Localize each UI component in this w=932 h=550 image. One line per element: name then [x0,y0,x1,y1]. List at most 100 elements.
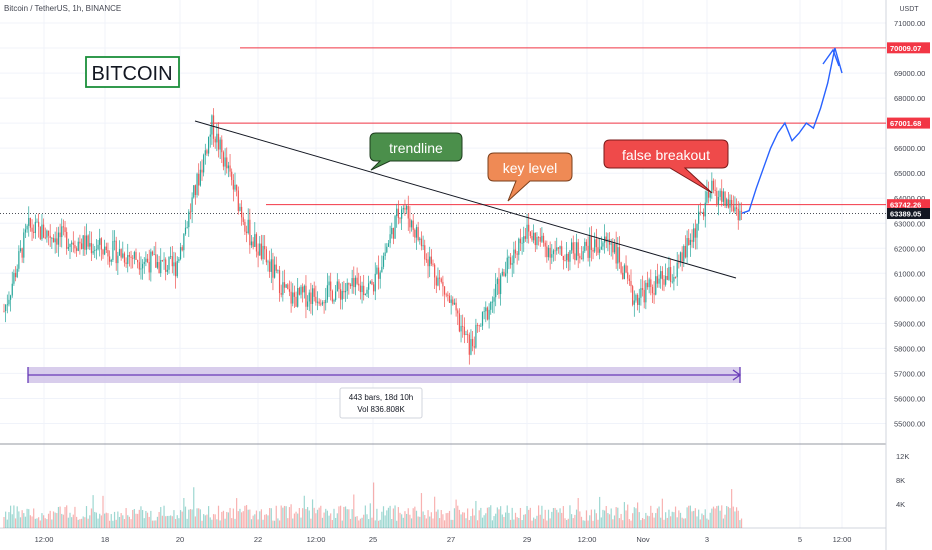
candle-body [574,253,576,261]
candle-body [64,227,66,232]
volume-bar [440,510,442,528]
price-tick-label: 56000.00 [894,394,925,403]
date-range-measure[interactable] [27,367,742,383]
candle-body [353,278,355,288]
volume-bar [109,520,111,528]
candle-body [676,262,678,278]
volume-bar [650,505,652,528]
key-level-callout[interactable]: key level [487,152,573,202]
volume-bar [674,506,677,528]
volume-bar [506,505,508,528]
candle-body [315,296,317,303]
candle-body [427,259,429,267]
volume-bar [401,514,403,528]
trendline[interactable] [194,120,737,279]
volume-bar [699,519,701,528]
volume-bar [721,505,723,528]
volume-bar [394,505,396,528]
volume-bar [323,512,325,528]
volume-bar [89,515,91,528]
volume-bar [740,518,743,528]
volume-bar [241,512,243,528]
volume-bar [166,515,168,528]
volume-bar [267,515,269,528]
candle-body [406,205,408,210]
time-tick-label: 12:00 [35,535,54,544]
candle-body [717,196,720,205]
volume-bar [595,513,597,528]
candle-body [10,295,12,300]
candle-body [36,221,38,223]
candle-body [267,261,269,263]
false-breakout-callout[interactable]: false breakout [603,139,729,194]
volume-bar [648,516,650,528]
volume-bar [501,514,503,528]
candle-body [57,232,60,245]
candle-body [475,324,477,348]
candle-body [635,294,637,301]
volume-bar [222,510,225,528]
volume-bar [613,515,616,528]
candle-body [183,233,185,251]
volume-bar [486,507,489,528]
volume-bar [283,505,286,528]
candle-body [43,224,45,238]
candle-body [297,288,299,307]
volume-bar [33,508,35,528]
volume-bar [731,489,733,528]
volume-bar [179,510,182,528]
candle-body [392,227,394,239]
volume-axis: 12K 8K 4K [896,452,909,509]
candle-body [115,240,117,264]
candle-body [529,231,531,236]
candle-body [364,293,366,296]
candle-body [463,326,465,335]
candle-body [706,191,708,203]
candle-body [455,302,457,311]
volume-bar [338,506,340,528]
time-axis[interactable]: 12:00 18 20 22 12:00 25 27 29 12:00 Nov 3 5 12:00 [35,535,852,544]
candle-body [231,171,233,180]
trendline-callout[interactable]: trendline [369,132,463,171]
candle-body [163,259,165,261]
volume-bar [584,520,586,528]
volume-bar [498,509,500,528]
candle-body [208,136,210,154]
volume-bar [353,494,355,528]
volume-bar [707,519,710,528]
candle-body [453,302,456,305]
candle-body [648,279,650,288]
time-tick-label: 12:00 [578,535,597,544]
bitcoin-label-box[interactable]: BITCOIN [85,56,180,88]
volume-bar [483,515,485,528]
volume-bar [422,511,424,528]
candle-body [425,259,427,261]
candle-body [495,284,497,298]
volume-bar [579,511,581,528]
candle-body [323,302,325,304]
volume-bar [74,506,76,528]
candle-body [76,248,78,251]
candle-body [221,139,223,153]
projection-path[interactable] [741,47,843,214]
volume-bar [736,507,738,528]
candle-body [740,210,743,212]
volume-bar [90,508,93,528]
volume-bar [406,513,408,528]
candle-body [52,237,55,243]
volume-bar [612,519,614,528]
candle-body [731,199,733,206]
volume-bar [415,510,418,528]
candle-body [625,265,627,273]
candle-body [117,255,119,264]
volume-bar [328,515,330,528]
candle-body [209,134,211,137]
price-tick-label: 71000.00 [894,19,925,28]
volume-bar [219,520,221,528]
volume-bar [62,514,64,528]
candle-body [486,307,489,320]
volume-bar [264,514,266,528]
volume-bar [526,506,528,528]
volume-bar [455,499,457,528]
